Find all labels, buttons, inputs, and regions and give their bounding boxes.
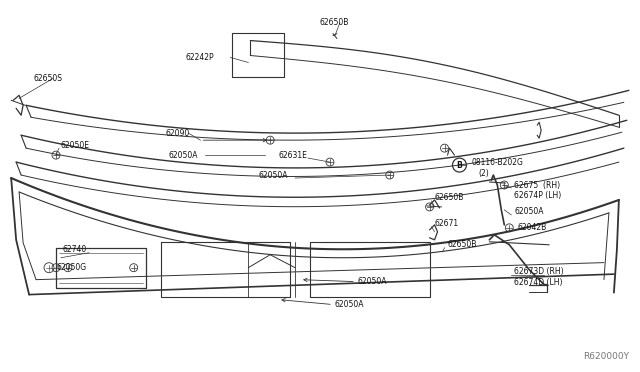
Text: 62050A: 62050A xyxy=(335,300,364,309)
Text: 62674P (LH): 62674P (LH) xyxy=(515,192,561,201)
Text: 62090: 62090 xyxy=(166,129,190,138)
Text: 62674D (LH): 62674D (LH) xyxy=(515,278,563,287)
Text: 62673D (RH): 62673D (RH) xyxy=(515,267,564,276)
Text: 62050E: 62050E xyxy=(61,141,90,150)
Text: 62050A: 62050A xyxy=(258,170,288,180)
Text: B: B xyxy=(456,161,462,170)
Text: 62650B: 62650B xyxy=(447,240,477,249)
Text: 62631E: 62631E xyxy=(278,151,307,160)
Text: 62050G: 62050G xyxy=(57,263,87,272)
Text: 62050A: 62050A xyxy=(358,277,387,286)
Text: 62650B: 62650B xyxy=(320,18,349,27)
Text: 62650B: 62650B xyxy=(435,193,464,202)
Text: 62675  (RH): 62675 (RH) xyxy=(515,180,561,189)
Text: 62650S: 62650S xyxy=(33,74,62,83)
Text: 08116-B202G: 08116-B202G xyxy=(472,158,524,167)
Text: (2): (2) xyxy=(479,169,489,177)
Text: 62740: 62740 xyxy=(63,245,87,254)
Text: 62671: 62671 xyxy=(435,219,459,228)
Text: 62050A: 62050A xyxy=(515,208,544,217)
Text: R620000Y: R620000Y xyxy=(583,352,629,361)
Text: 62242P: 62242P xyxy=(186,53,214,62)
Text: 62042B: 62042B xyxy=(517,223,547,232)
Text: 62050A: 62050A xyxy=(168,151,198,160)
